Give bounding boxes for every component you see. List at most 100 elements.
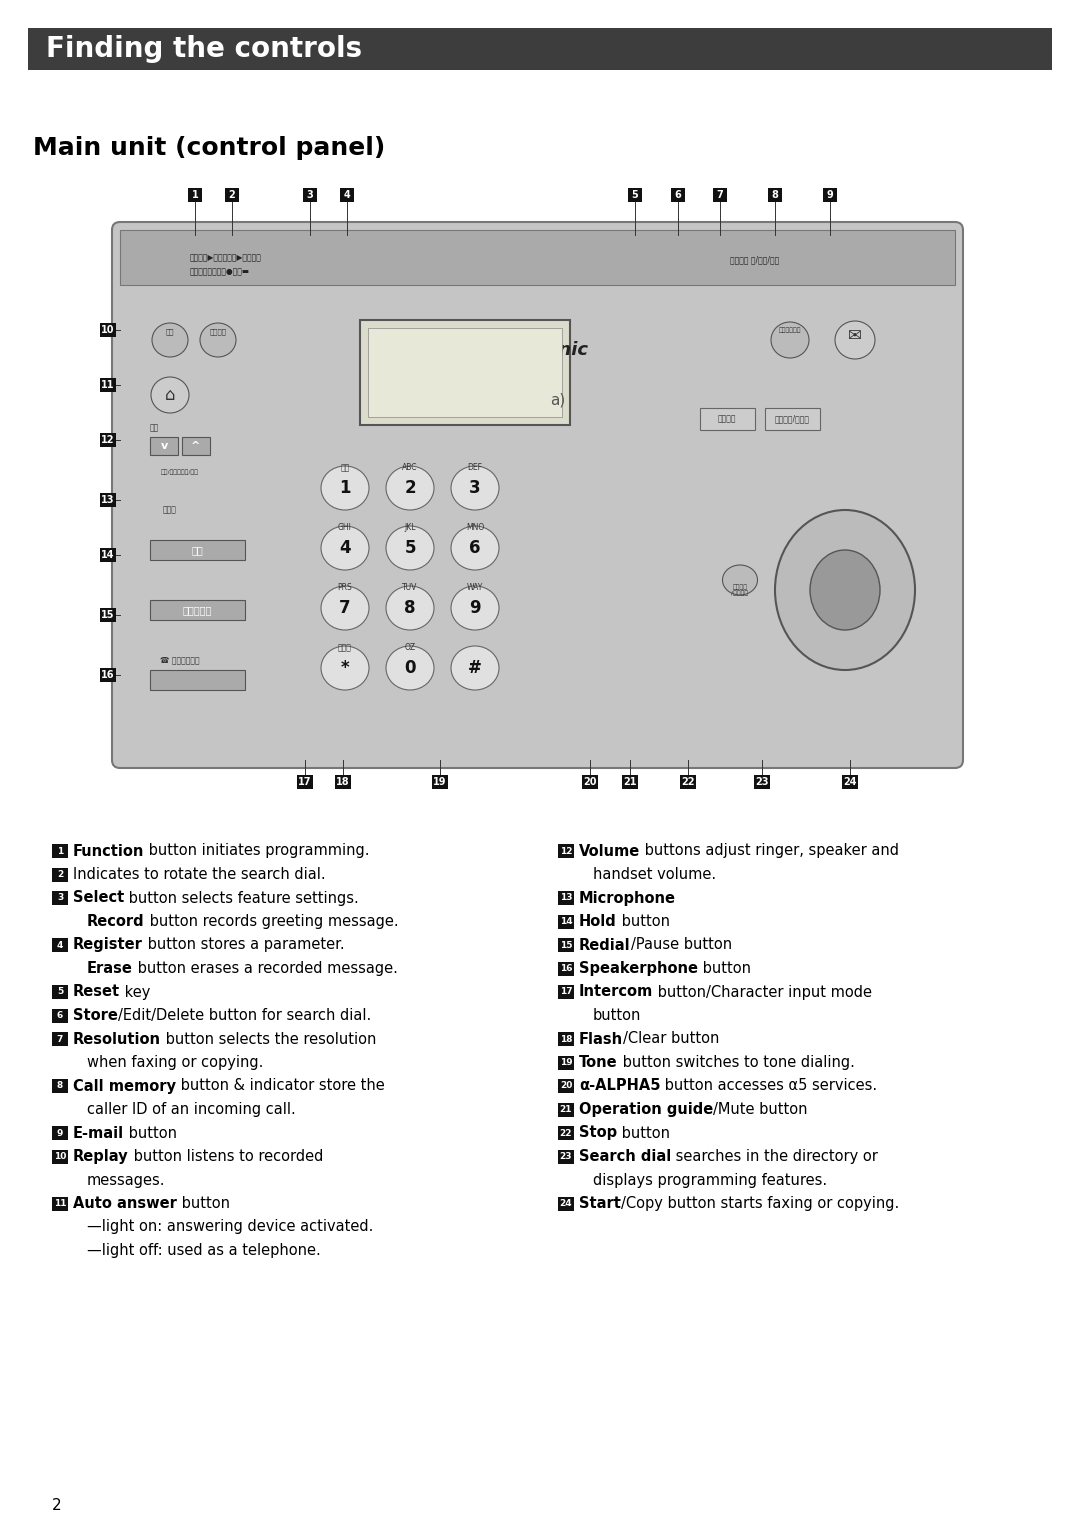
Text: ☎ スピーカホン: ☎ スピーカホン [160, 656, 200, 665]
Text: 5: 5 [404, 539, 416, 558]
Bar [432, 775, 448, 788]
Text: 16: 16 [102, 669, 114, 680]
Text: button/Character input mode: button/Character input mode [653, 984, 873, 999]
Text: 5: 5 [57, 987, 63, 996]
Bar [100, 377, 116, 393]
Text: 9: 9 [57, 1129, 64, 1137]
Bar [558, 938, 573, 952]
Text: 8: 8 [404, 599, 416, 617]
Text: button selects feature settings.: button selects feature settings. [124, 891, 359, 906]
Bar [150, 437, 178, 455]
Text: button stores a parameter.: button stores a parameter. [143, 938, 345, 952]
Bar [558, 1031, 573, 1047]
Text: /Copy button starts faxing or copying.: /Copy button starts faxing or copying. [621, 1196, 900, 1212]
Bar [120, 231, 955, 286]
Bar [52, 938, 68, 952]
Text: 1: 1 [339, 478, 351, 497]
Text: 3: 3 [307, 189, 313, 200]
Bar [627, 188, 642, 202]
Text: 9: 9 [469, 599, 481, 617]
Text: ✉: ✉ [848, 327, 862, 345]
Text: 聞き直し: 聞き直し [210, 329, 227, 335]
Text: 8: 8 [771, 189, 779, 200]
Bar [52, 868, 68, 882]
Bar [183, 437, 210, 455]
Bar [558, 986, 573, 999]
Ellipse shape [451, 646, 499, 691]
Text: α-ALPHA5: α-ALPHA5 [579, 1079, 661, 1094]
Text: 13: 13 [559, 894, 572, 903]
Text: caller ID of an incoming call.: caller ID of an incoming call. [87, 1102, 296, 1117]
Text: ^: ^ [191, 442, 201, 451]
Bar [335, 775, 351, 788]
Text: 4: 4 [57, 941, 64, 949]
Text: button: button [617, 1126, 670, 1140]
Bar [558, 914, 573, 929]
Text: Start: Start [579, 1196, 621, 1212]
Text: 4: 4 [339, 539, 351, 558]
Bar [340, 188, 354, 202]
Text: ⌂: ⌂ [165, 387, 175, 403]
Ellipse shape [451, 587, 499, 630]
Text: トーン: トーン [338, 643, 352, 652]
Text: Select: Select [73, 891, 124, 906]
Text: 1: 1 [57, 847, 63, 856]
Text: Finding the controls: Finding the controls [46, 35, 362, 63]
Text: Record: Record [87, 914, 145, 929]
Text: 9: 9 [826, 189, 834, 200]
FancyBboxPatch shape [112, 222, 963, 769]
Ellipse shape [151, 377, 189, 413]
Bar [100, 322, 116, 338]
Bar [100, 608, 116, 622]
Text: 〈機能〉▶　〈選択〉▶〈登録〉: 〈機能〉▶ 〈選択〉▶〈登録〉 [190, 254, 261, 263]
Text: 19: 19 [433, 778, 447, 787]
Text: DEF: DEF [468, 463, 483, 472]
Ellipse shape [386, 466, 434, 510]
Text: 21: 21 [559, 1105, 572, 1114]
Bar [700, 408, 755, 429]
Text: v: v [160, 442, 167, 451]
Text: 12: 12 [559, 847, 572, 856]
Text: a): a) [550, 393, 565, 408]
Text: Store: Store [73, 1008, 118, 1024]
Bar [558, 891, 573, 905]
Text: Indicates to rotate the search dial.: Indicates to rotate the search dial. [73, 866, 326, 882]
Text: 着出/スピーカー/受話: 着出/スピーカー/受話 [161, 469, 199, 475]
Text: Register: Register [73, 938, 143, 952]
Text: 14: 14 [102, 550, 114, 559]
Text: —light off: used as a telephone.: —light off: used as a telephone. [87, 1242, 321, 1258]
Ellipse shape [810, 550, 880, 630]
Text: button: button [617, 914, 670, 929]
Text: 保留: 保留 [191, 545, 203, 555]
Text: 23: 23 [559, 1152, 572, 1161]
Text: #: # [468, 659, 482, 677]
Text: /Clear button: /Clear button [623, 1031, 719, 1047]
Text: PRS: PRS [338, 584, 352, 593]
Text: button: button [177, 1196, 230, 1212]
Text: /Pause button: /Pause button [631, 938, 732, 952]
Text: Microphone: Microphone [579, 891, 676, 906]
Text: 20: 20 [583, 778, 597, 787]
Text: searches in the directory or: searches in the directory or [672, 1149, 878, 1164]
Text: 4: 4 [343, 189, 350, 200]
Text: 20: 20 [559, 1082, 572, 1091]
Bar [582, 775, 598, 788]
Text: ストップ: ストップ [718, 414, 737, 423]
Bar [52, 891, 68, 905]
Bar [558, 1056, 573, 1070]
Text: buttons adjust ringer, speaker and: buttons adjust ringer, speaker and [640, 843, 900, 859]
Ellipse shape [386, 526, 434, 570]
Bar [558, 1079, 573, 1093]
Text: 11: 11 [54, 1199, 66, 1209]
Text: 留守: 留守 [165, 329, 174, 335]
Bar [713, 188, 727, 202]
Text: Stop: Stop [579, 1126, 617, 1140]
Bar [100, 494, 116, 507]
Text: when faxing or copying.: when faxing or copying. [87, 1054, 264, 1070]
Bar [150, 601, 245, 620]
Text: Panasonic: Panasonic [486, 341, 589, 359]
Text: Call memory: Call memory [73, 1079, 176, 1094]
Bar [52, 1149, 68, 1163]
Text: button & indicator store the: button & indicator store the [176, 1079, 384, 1094]
Text: 24: 24 [843, 778, 856, 787]
